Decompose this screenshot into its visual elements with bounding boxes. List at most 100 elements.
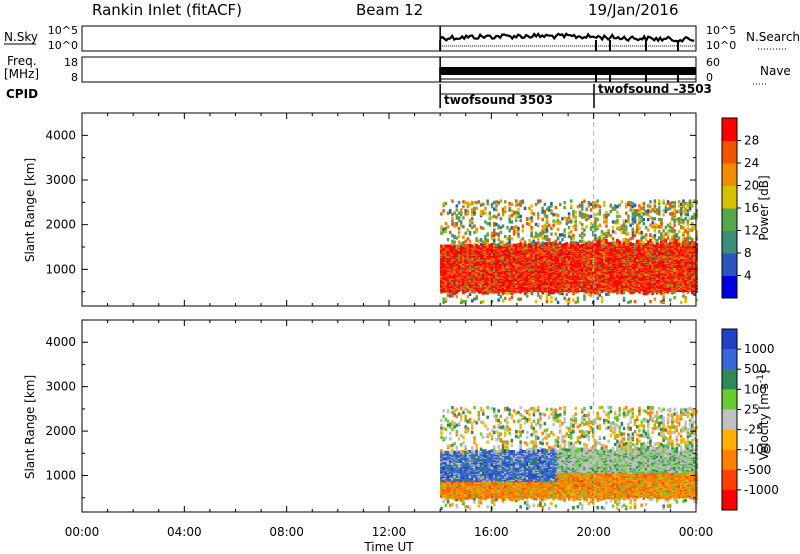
power-echo-cell	[600, 260, 604, 264]
power-echo-cell	[466, 205, 470, 209]
power-echo-cell	[583, 262, 586, 266]
power-echo-cell	[484, 239, 487, 243]
power-echo-cell	[468, 247, 472, 251]
power-echo-cell	[605, 213, 608, 217]
power-echo-cell	[552, 243, 555, 247]
power-echo-cell	[550, 300, 553, 304]
power-echo-cell	[570, 230, 573, 234]
power-echo-cell	[567, 216, 571, 220]
power-echo-cell	[625, 205, 628, 209]
power-echo-cell	[589, 293, 593, 297]
power-echo-cell	[611, 279, 615, 284]
power-echo-cell	[598, 235, 602, 239]
power-echo-cell	[501, 240, 505, 244]
power-echo-cell	[587, 272, 591, 276]
power-echo-cell	[457, 211, 461, 215]
power-echo-cell	[528, 268, 531, 272]
power-echo-cell	[521, 237, 525, 241]
power-echo-cell	[559, 291, 562, 296]
power-echo-cell	[460, 223, 463, 227]
power-echo-cell	[609, 203, 613, 207]
power-echo-cell	[565, 292, 569, 296]
power-echo-cell	[600, 300, 604, 304]
power-echo-cell	[442, 297, 445, 301]
power-echo-cell	[594, 202, 597, 206]
power-echo-cell	[570, 235, 573, 239]
power-echo-cell	[510, 213, 514, 218]
power-echo-cell	[497, 260, 500, 264]
power-echo-cell	[543, 202, 547, 206]
power-echo-cell	[589, 222, 593, 226]
power-echo-cell	[541, 241, 544, 245]
power-echo-cell	[563, 201, 566, 205]
power-echo-cell	[559, 233, 562, 237]
power-echo-cell	[616, 205, 619, 209]
power-echo-cell	[455, 216, 459, 220]
power-echo-cell	[490, 202, 494, 206]
power-echo-cell	[455, 213, 459, 218]
power-echo-cell	[550, 287, 553, 291]
power-echo-cell	[493, 201, 496, 205]
power-echo-cell	[545, 296, 549, 300]
power-echo-cell	[594, 201, 597, 205]
power-echo-cell	[468, 284, 472, 288]
power-echo-cell	[567, 231, 571, 235]
power-echo-cell	[479, 203, 483, 207]
nave-tick-top: 60	[706, 56, 720, 69]
freq-tick-bottom: 8	[71, 71, 78, 84]
power-echo-cell	[515, 225, 518, 229]
power-echo-cell	[578, 279, 582, 283]
power-echo-cell	[548, 238, 551, 242]
power-echo-cell	[598, 238, 602, 243]
power-echo-cell	[493, 242, 496, 246]
power-echo-cell	[528, 222, 531, 227]
power-echo-cell	[596, 237, 599, 241]
power-echo-cell	[565, 242, 569, 246]
power-echo-cell	[530, 244, 533, 248]
power-echo-cell	[490, 231, 494, 235]
power-echo-cell	[534, 222, 538, 227]
cpid-label-first: twofsound 3503	[444, 93, 553, 107]
power-echo-cell	[581, 215, 584, 219]
power-echo-cell	[552, 259, 555, 264]
power-echo-cell	[493, 214, 496, 218]
power-echo-cell	[585, 207, 588, 211]
power-echo-cell	[614, 204, 617, 208]
power-echo-cell	[622, 219, 626, 223]
power-echo-cell	[539, 246, 542, 250]
power-echo-cell	[475, 206, 478, 210]
power-echo-cell	[495, 279, 498, 284]
power-echo-cell	[622, 238, 626, 242]
power-echo-cell	[495, 200, 498, 204]
power-echo-cell	[576, 296, 580, 300]
power-echo-cell	[622, 255, 626, 259]
power-echo-cell	[539, 242, 542, 247]
power-echo-cell	[605, 220, 608, 224]
power-echo-cell	[537, 243, 540, 247]
power-echo-cell	[475, 230, 478, 234]
power-echo-cell	[468, 268, 472, 272]
power-echo-cell	[530, 281, 533, 285]
power-echo-cell	[583, 213, 586, 217]
power-echo-cell	[614, 274, 617, 278]
power-echo-cell	[537, 235, 540, 239]
power-echo-cell	[576, 261, 580, 265]
power-echo-cell	[622, 298, 626, 302]
power-echo-cell	[497, 242, 500, 247]
power-echo-cell	[451, 219, 454, 223]
power-echo-cell	[508, 228, 511, 232]
power-echo-cell	[622, 259, 626, 264]
power-echo-cell	[603, 237, 606, 241]
power-echo-cell	[537, 233, 540, 237]
power-echo-cell	[532, 239, 536, 243]
power-echo-cell	[545, 242, 549, 246]
power-echo-cell	[605, 242, 608, 247]
power-echo-cell	[519, 214, 522, 218]
power-echo-cell	[451, 239, 454, 243]
power-echo-cell	[530, 233, 533, 237]
power-echo-cell	[611, 206, 615, 210]
power-echo-cell	[581, 207, 584, 211]
power-echo-cell	[497, 279, 500, 283]
